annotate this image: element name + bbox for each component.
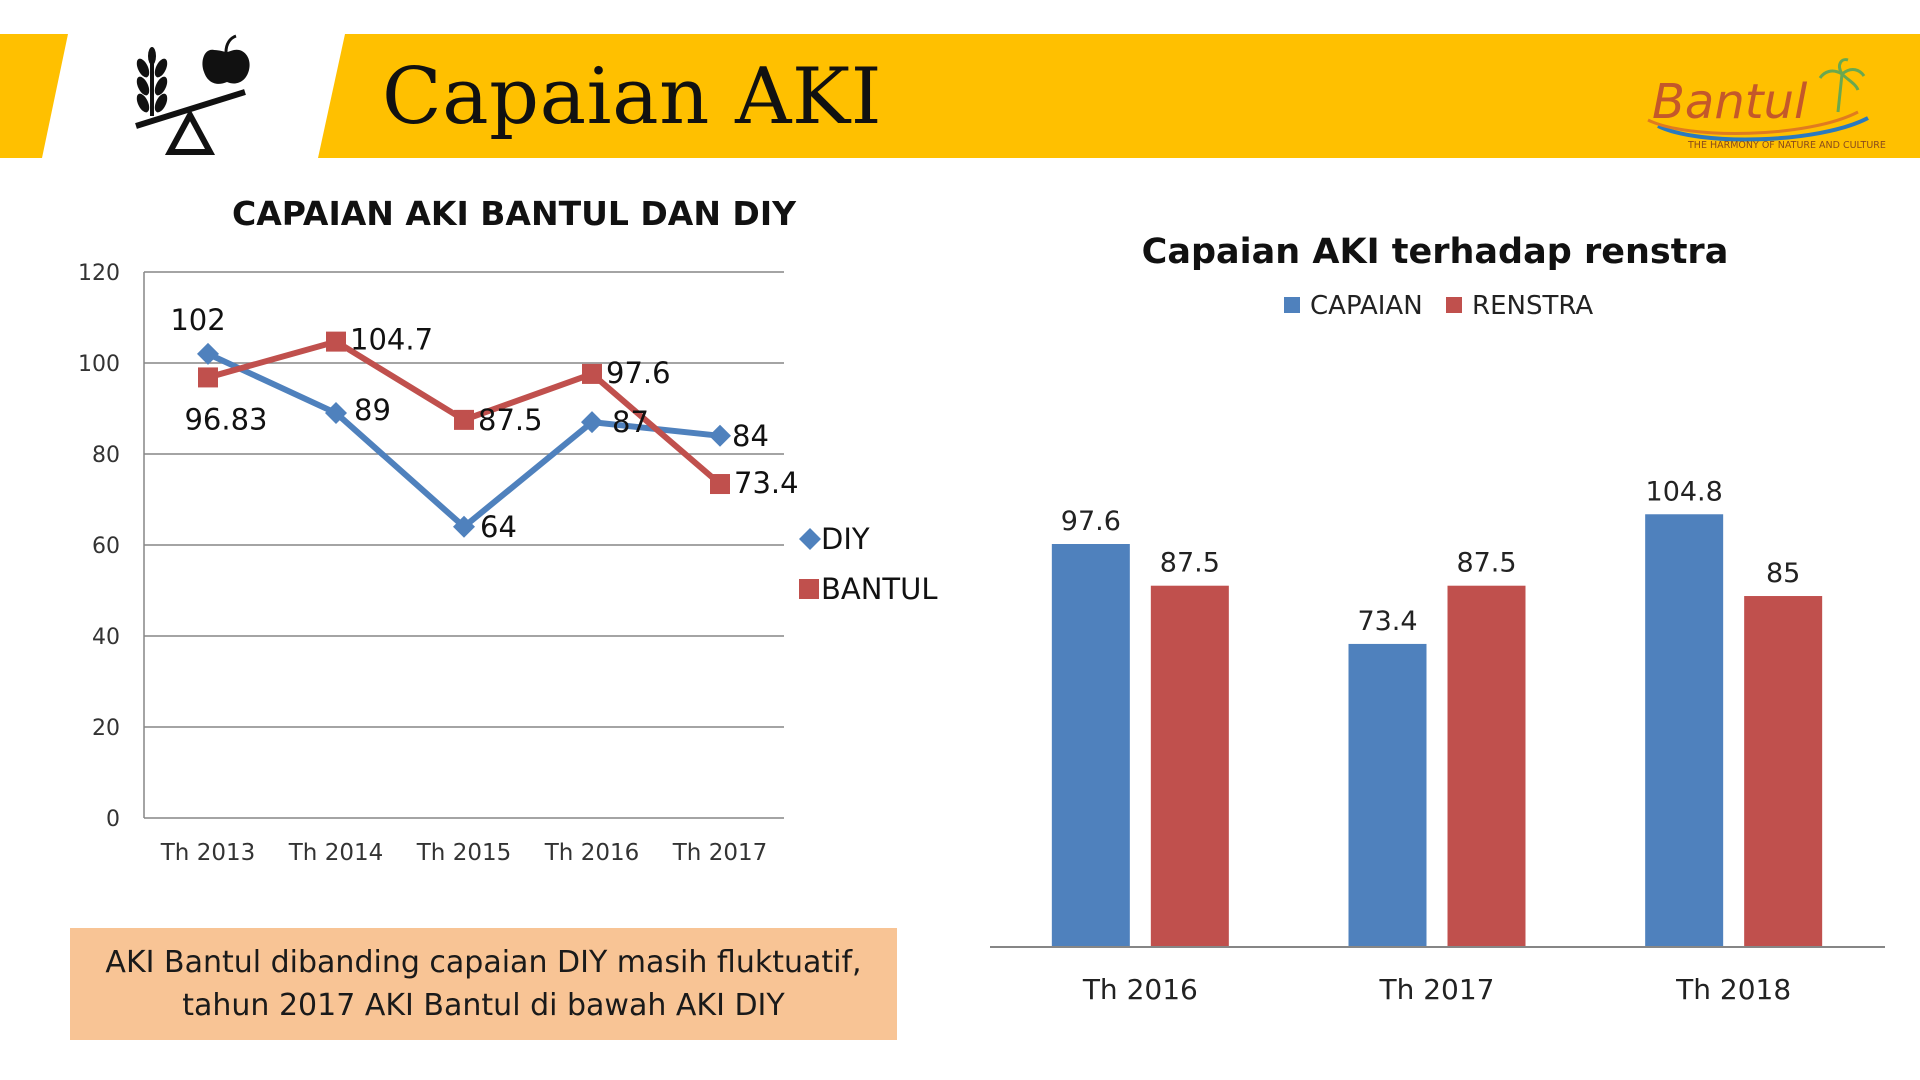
line-chart-ytick-label: 80: [92, 443, 120, 468]
line-legend-item-bantul: BANTUL: [799, 572, 938, 606]
line-chart-ytick-label: 60: [92, 534, 120, 559]
bar-renstra: [1744, 596, 1823, 947]
bar-data-label-capaian: 104.8: [1646, 476, 1723, 507]
line-chart-legend: DIY BANTUL: [799, 522, 938, 606]
line-chart-xtick-label: Th 2013: [160, 840, 255, 866]
line-point-diy: [453, 515, 475, 538]
line-legend-marker: [799, 579, 819, 599]
bar-legend-swatch: [1284, 297, 1300, 313]
line-data-label-diy: 87: [612, 405, 649, 439]
line-chart-xtick-label: Th 2015: [416, 840, 511, 866]
bantul-logo: Bantul THE HARMONY OF NATURE AND CULTURE: [1647, 58, 1886, 151]
line-legend-marker: [799, 528, 821, 550]
line-chart-ytick-label: 100: [78, 352, 120, 377]
line-chart-xtick-label: Th 2017: [672, 840, 767, 866]
bar-renstra: [1447, 585, 1526, 947]
line-point-bantul: [582, 363, 602, 384]
bar-chart-xtick-label: Th 2016: [1082, 973, 1198, 1006]
line-chart-ytick-label: 40: [92, 625, 120, 650]
bar-capaian: [1348, 643, 1427, 947]
line-point-bantul: [198, 367, 218, 388]
line-data-label-bantul: 87.5: [478, 403, 543, 437]
line-point-bantul: [454, 409, 474, 430]
bar-data-label-renstra: 87.5: [1160, 548, 1220, 579]
line-chart-ytick-label: 20: [92, 716, 120, 741]
line-data-label-diy: 64: [480, 510, 517, 544]
line-chart: CAPAIAN AKI BANTUL DAN DIY 0 20 40 60 80 100 1…: [78, 194, 938, 866]
line-point-diy: [709, 424, 731, 447]
bar-chart: Capaian AKI terhadap renstra CAPAIAN RENS…: [990, 232, 1885, 1006]
balance-scale-icon: [135, 34, 250, 155]
bar-renstra: [1150, 585, 1229, 947]
line-chart-title: CAPAIAN AKI BANTUL DAN DIY: [232, 194, 797, 233]
line-point-bantul: [326, 331, 346, 352]
conclusion-box: AKI Bantul dibanding capaian DIY masih f…: [70, 928, 897, 1040]
bar-chart-xtick-label: Th 2018: [1675, 973, 1791, 1006]
line-point-bantul: [710, 474, 730, 495]
line-data-label-diy: 102: [170, 303, 225, 337]
bar-legend-label: CAPAIAN: [1310, 291, 1423, 321]
bar-legend-swatch: [1446, 297, 1462, 313]
line-legend-label: BANTUL: [821, 572, 938, 606]
bar-legend-item-capaian: CAPAIAN: [1284, 291, 1423, 321]
conclusion-line-1: AKI Bantul dibanding capaian DIY masih f…: [105, 945, 862, 980]
bar-capaian: [1645, 514, 1724, 947]
line-point-diy: [325, 402, 347, 425]
banner-left-stripe: [0, 34, 68, 158]
bar-legend-label: RENSTRA: [1472, 291, 1593, 321]
line-data-label-bantul: 96.83: [184, 402, 267, 436]
line-data-label-bantul: 104.7: [350, 323, 433, 357]
line-data-label-bantul: 73.4: [734, 466, 799, 500]
bar-data-label-renstra: 87.5: [1456, 548, 1516, 579]
line-legend-item-diy: DIY: [799, 522, 870, 556]
logo-text: Bantul: [1652, 74, 1808, 130]
header-banner: [0, 34, 1920, 158]
bar-legend-item-renstra: RENSTRA: [1446, 291, 1593, 321]
line-chart-xtick-label: Th 2014: [288, 840, 383, 866]
line-point-diy: [197, 342, 219, 365]
bar-chart-xtick-label: Th 2017: [1378, 973, 1494, 1006]
line-chart-ytick-label: 120: [78, 261, 120, 286]
bar-data-label-renstra: 85: [1766, 558, 1800, 589]
conclusion-line-2: tahun 2017 AKI Bantul di bawah AKI DIY: [182, 988, 785, 1023]
line-data-label-diy: 89: [354, 393, 391, 427]
logo-tagline: THE HARMONY OF NATURE AND CULTURE: [1687, 140, 1886, 151]
bar-chart-legend: CAPAIAN RENSTRA: [1284, 291, 1593, 321]
line-legend-label: DIY: [821, 522, 870, 556]
bar-data-label-capaian: 97.6: [1061, 506, 1121, 537]
bar-capaian: [1051, 544, 1130, 947]
bar-chart-title: Capaian AKI terhadap renstra: [1142, 232, 1729, 272]
page-title: Capaian AKI: [382, 52, 883, 142]
line-chart-ytick-label: 0: [106, 807, 120, 832]
line-point-diy: [581, 411, 603, 434]
line-data-label-diy: 84: [732, 419, 769, 453]
line-chart-xtick-label: Th 2016: [544, 840, 639, 866]
bar-data-label-capaian: 73.4: [1357, 606, 1417, 637]
banner-main-stripe: [318, 34, 1920, 158]
line-data-label-bantul: 97.6: [606, 356, 671, 390]
